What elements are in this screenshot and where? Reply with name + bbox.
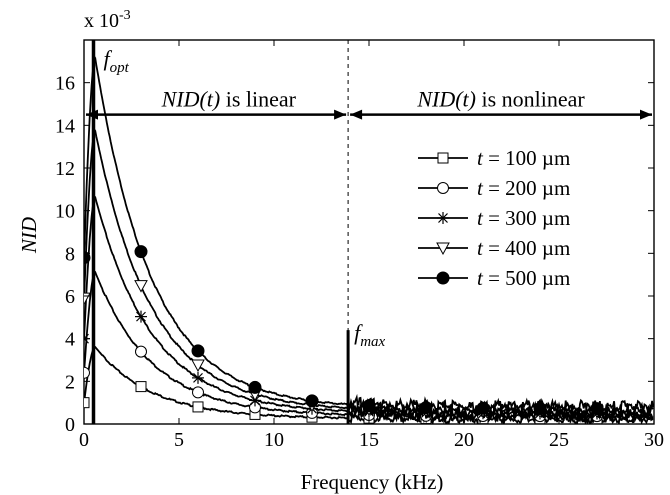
filled-circle-marker <box>436 271 450 285</box>
nonlinear-region-label: NID(t) is nonlinear <box>416 87 585 112</box>
legend-entry: t = 500 µm <box>418 266 570 290</box>
series-5 <box>84 56 654 420</box>
legend-entry: t = 300 µm <box>418 206 570 230</box>
filled-circle-marker <box>191 344 205 358</box>
legend-label-rest: = 500 µm <box>483 266 571 290</box>
nonlinear-region-label-italic: NID(t) <box>416 87 476 112</box>
y-tick-label: 2 <box>65 371 75 393</box>
star-stroke <box>84 337 89 344</box>
y-tick-label: 8 <box>65 243 75 265</box>
x-tick-label: 5 <box>174 429 184 451</box>
legend-label-t: t <box>477 146 484 170</box>
star-stroke <box>84 333 89 340</box>
filled-circle-marker <box>362 399 376 413</box>
y-tick-label: 14 <box>55 115 75 137</box>
legend-label-rest: = 100 µm <box>483 146 571 170</box>
star-stroke <box>193 372 203 383</box>
y-tick-label: 0 <box>65 414 75 436</box>
filled-circle-marker <box>84 251 91 265</box>
legend-label-rest: = 300 µm <box>483 206 571 230</box>
star-marker <box>135 310 147 323</box>
legend-entry: t = 200 µm <box>418 176 570 200</box>
nonlinear-region-label-rest: is nonlinear <box>476 87 585 112</box>
legend-entry: t = 400 µm <box>418 236 570 260</box>
filled-circle-marker <box>476 401 490 415</box>
f-max-label-base: f <box>354 320 363 345</box>
f-opt-label-base: f <box>104 46 113 71</box>
legend-label: t = 400 µm <box>477 236 570 260</box>
legend-label-rest: = 200 µm <box>483 176 571 200</box>
series-line <box>84 195 654 423</box>
triangle-marker <box>134 280 148 293</box>
circle-marker <box>135 345 147 358</box>
filled-circle-marker <box>305 394 319 408</box>
legend-label: t = 500 µm <box>477 266 570 290</box>
y-multiplier-exp: -3 <box>119 8 131 23</box>
star-stroke <box>438 213 448 223</box>
y-tick-label: 16 <box>55 73 75 95</box>
x-tick-label: 20 <box>454 429 474 451</box>
circle-marker <box>437 182 449 194</box>
legend-label-t: t <box>477 236 484 260</box>
plot-area <box>83 39 655 425</box>
y-multiplier-base: x 10 <box>84 10 119 32</box>
linear-region-label-rest: is linear <box>220 87 296 112</box>
x-tick-label: 30 <box>644 429 664 451</box>
circle-marker <box>192 386 204 399</box>
filled-circle-marker <box>248 380 262 394</box>
series-3 <box>84 195 654 423</box>
square-marker <box>192 401 204 413</box>
f-max-label-sub: max <box>360 334 385 350</box>
nonlinear-arrow-right-head <box>640 109 652 120</box>
linear-region-label-italic: NID(t) <box>161 87 221 112</box>
series-group <box>84 56 654 424</box>
filled-circle-marker <box>134 245 148 259</box>
f-max-label: fmax <box>354 320 385 350</box>
legend: t = 100 µmt = 200 µmt = 300 µmt = 400 µm… <box>418 146 570 290</box>
y-tick-label: 10 <box>55 201 75 223</box>
y-tick-label: 4 <box>65 329 75 351</box>
x-axis-label: Frequency (kHz) <box>301 470 444 494</box>
linear-arrow-left-head <box>86 109 98 120</box>
x-tick-label: 10 <box>264 429 284 451</box>
legend-label-t: t <box>477 176 484 200</box>
nonlinear-arrow-left-head <box>350 109 363 120</box>
square-marker <box>84 397 90 409</box>
y-multiplier: x 10-3 <box>84 8 131 32</box>
triangle-marker <box>436 242 450 256</box>
legend-label-t: t <box>477 266 484 290</box>
x-tick-label: 0 <box>79 429 89 451</box>
y-tick-label: 6 <box>65 286 75 308</box>
linear-arrow-right-head <box>334 109 347 120</box>
x-tick-label: 15 <box>359 429 379 451</box>
circle-marker <box>84 366 90 379</box>
star-stroke <box>136 311 146 322</box>
triangle-marker <box>191 359 205 373</box>
triangle-marker <box>84 292 91 306</box>
filled-circle-marker <box>590 402 604 416</box>
y-tick-label: 12 <box>55 158 75 180</box>
legend-label-rest: = 400 µm <box>483 236 571 260</box>
star-marker <box>437 212 449 224</box>
legend-label-t: t <box>477 206 484 230</box>
legend-label: t = 100 µm <box>477 146 570 170</box>
f-opt-label: fopt <box>104 46 130 76</box>
square-marker <box>437 152 449 164</box>
legend-entry: t = 100 µm <box>418 146 570 170</box>
star-marker <box>192 371 204 384</box>
filled-circle-marker <box>419 401 433 415</box>
filled-circle-marker <box>533 402 547 416</box>
linear-region-label: NID(t) is linear <box>161 87 297 112</box>
legend-label: t = 300 µm <box>477 206 570 230</box>
square-marker <box>135 381 147 393</box>
f-opt-label-sub: opt <box>110 60 130 76</box>
ticks: 0 5 10 15 20 25 30 0 2 4 6 8 10 12 14 16 <box>55 40 664 451</box>
y-axis-label: NID <box>17 217 41 254</box>
legend-label: t = 200 µm <box>477 176 570 200</box>
x-tick-label: 25 <box>549 429 569 451</box>
